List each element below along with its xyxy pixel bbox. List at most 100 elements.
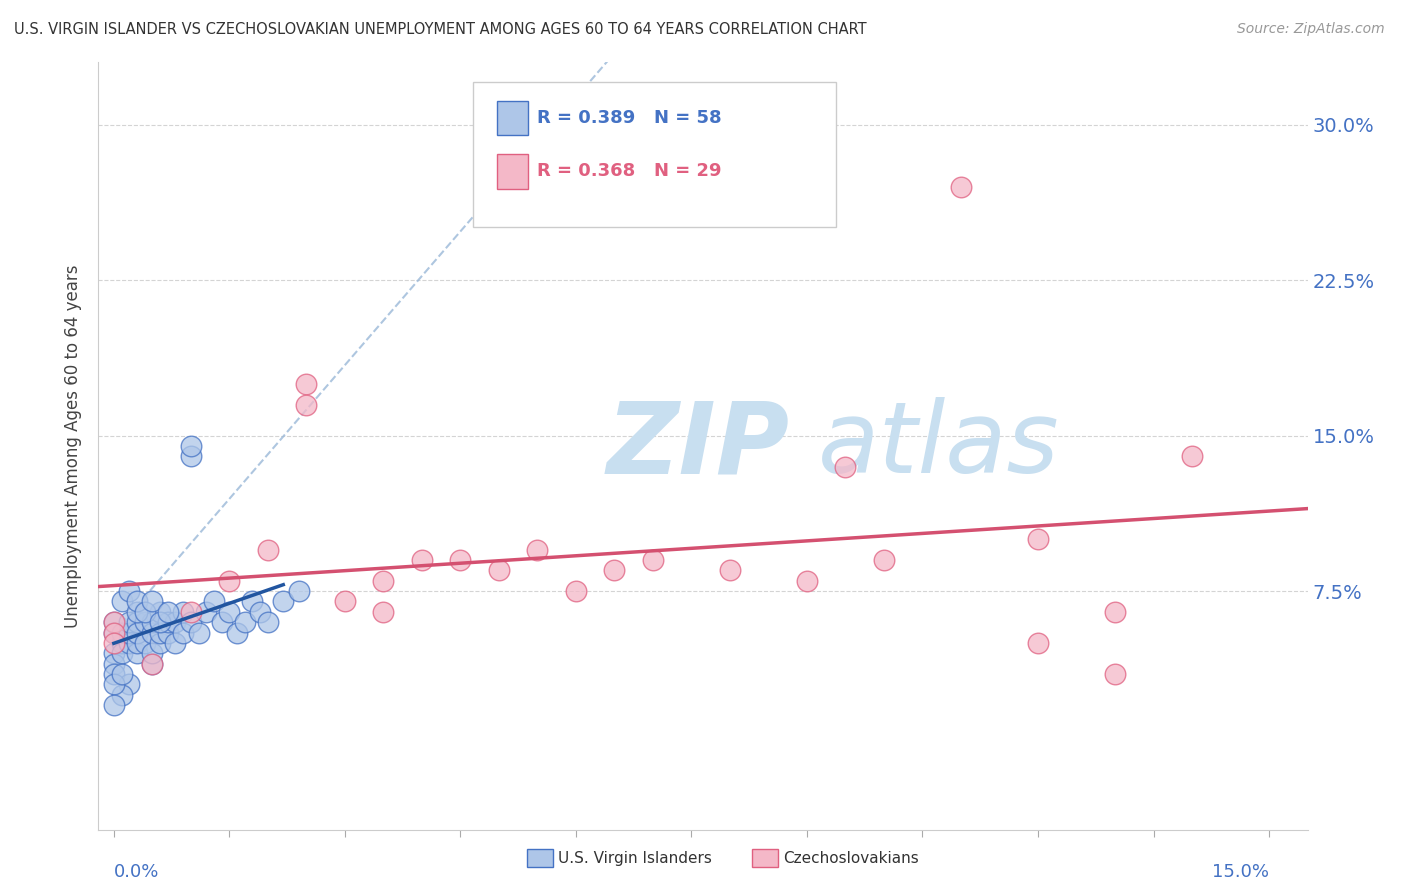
- Point: [103, 698, 125, 713]
- Text: ZIP: ZIP: [606, 398, 789, 494]
- Point: [110, 646, 132, 660]
- Point: [195, 605, 218, 619]
- Text: R = 0.389   N = 58: R = 0.389 N = 58: [537, 109, 721, 127]
- Point: [411, 553, 433, 567]
- Point: [187, 625, 209, 640]
- Point: [1026, 533, 1049, 547]
- Point: [103, 657, 125, 671]
- Point: [218, 574, 240, 588]
- Point: [149, 636, 172, 650]
- FancyBboxPatch shape: [498, 101, 527, 136]
- Text: 15.0%: 15.0%: [1212, 863, 1270, 880]
- Point: [165, 636, 187, 650]
- Point: [134, 615, 156, 630]
- Point: [134, 636, 156, 650]
- Point: [118, 625, 141, 640]
- Point: [103, 625, 125, 640]
- Point: [172, 625, 194, 640]
- Point: [103, 615, 125, 630]
- Point: [125, 636, 148, 650]
- Point: [118, 615, 141, 630]
- Point: [295, 398, 318, 412]
- Point: [103, 646, 125, 660]
- Point: [1104, 605, 1126, 619]
- Text: Source: ZipAtlas.com: Source: ZipAtlas.com: [1237, 22, 1385, 37]
- Point: [134, 605, 156, 619]
- Point: [295, 376, 318, 391]
- FancyBboxPatch shape: [474, 82, 837, 227]
- Text: U.S. VIRGIN ISLANDER VS CZECHOSLOVAKIAN UNEMPLOYMENT AMONG AGES 60 TO 64 YEARS C: U.S. VIRGIN ISLANDER VS CZECHOSLOVAKIAN …: [14, 22, 866, 37]
- Point: [149, 615, 172, 630]
- Point: [242, 594, 264, 608]
- Point: [103, 615, 125, 630]
- Point: [103, 677, 125, 691]
- Point: [149, 605, 172, 619]
- Point: [149, 625, 172, 640]
- Point: [125, 625, 148, 640]
- Point: [1026, 636, 1049, 650]
- Point: [118, 677, 141, 691]
- Point: [110, 636, 132, 650]
- Point: [141, 625, 163, 640]
- Point: [373, 574, 395, 588]
- Point: [603, 563, 626, 577]
- Point: [110, 688, 132, 702]
- Point: [110, 594, 132, 608]
- Point: [257, 615, 280, 630]
- Point: [488, 563, 510, 577]
- Point: [110, 667, 132, 681]
- Y-axis label: Unemployment Among Ages 60 to 64 years: Unemployment Among Ages 60 to 64 years: [65, 264, 83, 628]
- Point: [718, 563, 741, 577]
- Point: [873, 553, 896, 567]
- Point: [172, 605, 194, 619]
- Point: [449, 553, 471, 567]
- Point: [141, 657, 163, 671]
- Point: [271, 594, 294, 608]
- Point: [125, 594, 148, 608]
- Point: [565, 584, 588, 599]
- Point: [156, 605, 179, 619]
- Point: [103, 636, 125, 650]
- Point: [103, 625, 125, 640]
- Point: [141, 657, 163, 671]
- Point: [110, 625, 132, 640]
- Point: [156, 615, 179, 630]
- FancyBboxPatch shape: [498, 154, 527, 189]
- Point: [249, 605, 271, 619]
- Text: Czechoslovakians: Czechoslovakians: [783, 851, 920, 865]
- Point: [287, 584, 309, 599]
- Point: [180, 439, 202, 453]
- Point: [202, 594, 225, 608]
- Point: [257, 542, 280, 557]
- Point: [156, 625, 179, 640]
- Point: [333, 594, 356, 608]
- Point: [526, 542, 548, 557]
- Point: [180, 450, 202, 464]
- Point: [218, 605, 240, 619]
- Point: [180, 605, 202, 619]
- Point: [125, 615, 148, 630]
- Text: U.S. Virgin Islanders: U.S. Virgin Islanders: [558, 851, 711, 865]
- Point: [180, 615, 202, 630]
- Point: [1104, 667, 1126, 681]
- Text: atlas: atlas: [818, 398, 1060, 494]
- Point: [641, 553, 664, 567]
- Point: [125, 605, 148, 619]
- Point: [141, 594, 163, 608]
- Point: [950, 179, 973, 194]
- Point: [125, 646, 148, 660]
- Point: [141, 615, 163, 630]
- Text: 0.0%: 0.0%: [114, 863, 159, 880]
- Point: [233, 615, 256, 630]
- Point: [141, 646, 163, 660]
- Point: [118, 584, 141, 599]
- Point: [103, 667, 125, 681]
- Point: [834, 459, 856, 474]
- Point: [118, 636, 141, 650]
- Point: [226, 625, 249, 640]
- Point: [796, 574, 818, 588]
- Point: [373, 605, 395, 619]
- Text: R = 0.368   N = 29: R = 0.368 N = 29: [537, 162, 721, 180]
- Point: [211, 615, 233, 630]
- Point: [165, 615, 187, 630]
